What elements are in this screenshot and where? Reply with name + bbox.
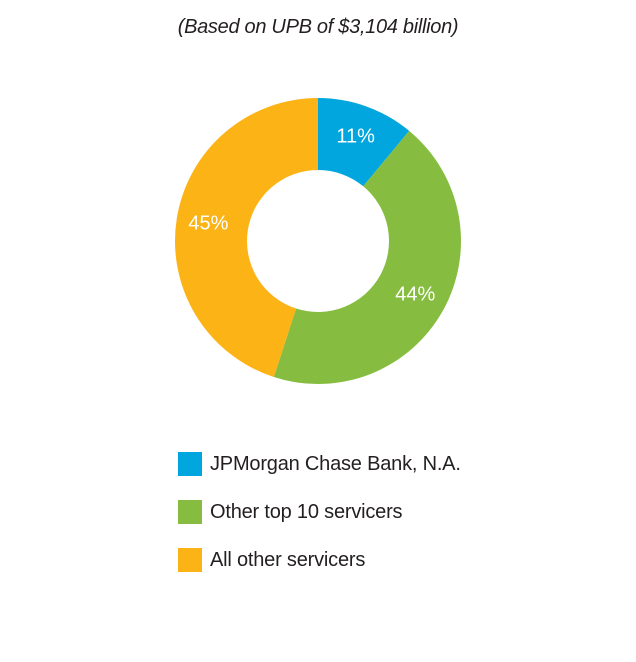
legend-swatch-other-top-10 <box>178 500 202 524</box>
slice-label-all-other: 45% <box>188 213 228 235</box>
legend-item-other-top-10: Other top 10 servicers <box>178 500 461 524</box>
donut-chart: 11% 44% 45% <box>175 98 462 384</box>
legend-swatch-all-other <box>178 548 202 572</box>
donut-slice-labels: 11% 44% 45% <box>188 126 435 306</box>
legend-item-all-other: All other servicers <box>178 548 461 572</box>
legend-label-other-top-10: Other top 10 servicers <box>210 500 403 523</box>
donut-slice-all-other <box>175 98 318 378</box>
donut-slice-other-top-10 <box>273 130 462 384</box>
slice-label-other-top-10: 44% <box>395 283 435 305</box>
chart-subtitle: (Based on UPB of $3,104 billion) <box>177 16 459 38</box>
legend-item-jpmorgan: JPMorgan Chase Bank, N.A. <box>178 452 461 476</box>
donut-slice-jpmorgan <box>318 98 410 187</box>
legend-label-all-other: All other servicers <box>210 548 366 571</box>
legend-label-jpmorgan: JPMorgan Chase Bank, N.A. <box>210 452 461 475</box>
legend-swatch-jpmorgan <box>178 452 202 476</box>
slice-label-jpmorgan: 11% <box>336 126 375 148</box>
chart-legend: JPMorgan Chase Bank, N.A. Other top 10 s… <box>178 452 461 596</box>
donut-slices <box>175 98 462 384</box>
